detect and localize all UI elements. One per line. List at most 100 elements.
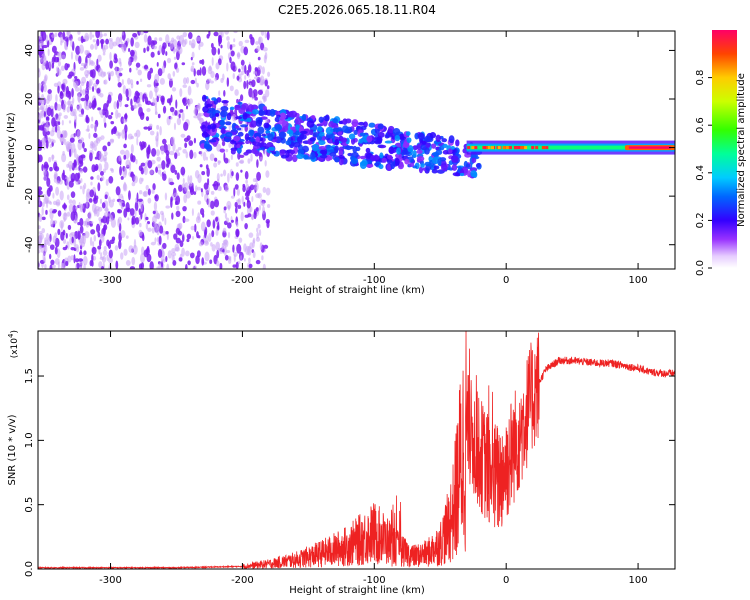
heatmap-cell (136, 192, 139, 203)
heatmap-cell (206, 78, 212, 82)
heatmap-cell (189, 252, 195, 259)
heatmap-cell (254, 150, 260, 157)
heatmap-cell (264, 79, 268, 87)
heatmap-cell (237, 204, 242, 209)
heatmap-cell (89, 59, 94, 65)
heatmap-cell (205, 81, 210, 91)
x-tick-label: -200 (231, 275, 254, 286)
heatmap-cell (89, 236, 93, 247)
heatmap-cell (138, 177, 143, 185)
heatmap-cell (241, 195, 244, 205)
heatmap-cell (117, 93, 123, 103)
heatmap-cell (206, 103, 213, 108)
heatmap-cell (215, 62, 220, 70)
heatmap-cell (109, 239, 115, 245)
heatmap-cell (306, 120, 315, 128)
heatmap-cell (252, 178, 257, 183)
heatmap-cell (117, 132, 121, 139)
heatmap-cell (159, 125, 162, 136)
heatmap-cell (92, 39, 96, 43)
heatmap-cell (166, 57, 172, 64)
heatmap-cell (359, 161, 367, 169)
heatmap-cell (59, 190, 64, 201)
heatmap-cell (374, 139, 382, 145)
heatmap-cell (236, 51, 241, 60)
heatmap-cell (54, 232, 58, 239)
heatmap-cell (74, 114, 78, 123)
heatmap-cell (211, 244, 216, 252)
heatmap-cell (378, 164, 384, 170)
heatmap-cell (69, 137, 75, 143)
heatmap-cell (172, 70, 176, 77)
heatmap-cell (76, 105, 80, 112)
heatmap-cell (158, 44, 163, 54)
heatmap-cell (182, 97, 187, 104)
heatmap-cell (265, 89, 270, 98)
heatmap-cell (107, 242, 112, 250)
heatmap-cell (105, 179, 109, 187)
heatmap-cell (189, 175, 193, 183)
heatmap-cell (136, 80, 139, 85)
heatmap-cell (265, 187, 271, 196)
heatmap-cell (243, 151, 249, 156)
x-tick-label: 0 (503, 275, 509, 286)
heatmap-cell (70, 191, 76, 199)
heatmap-cell (174, 109, 178, 116)
heatmap-cell (48, 156, 52, 163)
heatmap-cell (41, 31, 47, 41)
heatmap-cell (78, 165, 81, 170)
heatmap-cell (154, 194, 159, 202)
heatmap-cell (233, 187, 236, 197)
heatmap-cell (141, 246, 145, 255)
heatmap-cell (60, 133, 63, 138)
heatmap-cell (193, 137, 197, 144)
heatmap-cell (56, 129, 61, 139)
heatmap-cell (179, 240, 184, 248)
heatmap-cell (257, 192, 262, 199)
heatmap-cell (200, 188, 203, 193)
heatmap-cell (265, 170, 270, 178)
heatmap-cell (157, 113, 161, 119)
heatmap-cell (218, 37, 221, 47)
heatmap-cell (157, 223, 160, 231)
heatmap-cell (230, 219, 234, 223)
heatmap-cell (222, 239, 228, 244)
heatmap-cell (54, 246, 58, 255)
heatmap-cell (125, 202, 130, 212)
heatmap-cell (256, 231, 259, 239)
heatmap-cell (403, 141, 410, 148)
heatmap-cell (231, 171, 234, 177)
heatmap-cell (225, 250, 231, 254)
heatmap-cell (337, 130, 343, 136)
heatmap-cell (135, 62, 141, 68)
heatmap-cell (86, 188, 91, 198)
heatmap-cell (56, 68, 62, 76)
heatmap-cell (215, 112, 220, 117)
heatmap-cell (268, 146, 276, 151)
heatmap-cell (100, 39, 104, 50)
heatmap-cell (52, 200, 58, 206)
heatmap-cell (227, 204, 230, 210)
heatmap-cell (211, 46, 217, 56)
heatmap-cell (200, 207, 205, 215)
heatmap-cell (274, 123, 283, 131)
heatmap-cell (178, 222, 183, 230)
heatmap-cell (115, 109, 119, 120)
heatmap-cell (469, 167, 478, 172)
heatmap-cell (254, 76, 259, 80)
heatmap-cell (104, 161, 109, 171)
heatmap-cell (93, 132, 98, 138)
heatmap-cell (51, 45, 57, 53)
heatmap-cell (147, 227, 152, 232)
heatmap-cell (81, 241, 85, 248)
colorbar-tick-label: 0.0 (695, 260, 706, 276)
heatmap-cell (378, 144, 387, 149)
heatmap-cell (58, 112, 62, 117)
heatmap-cell (79, 225, 84, 234)
heatmap-cell (300, 130, 308, 135)
heatmap-cell (130, 171, 134, 177)
heatmap-cell (225, 131, 233, 138)
heatmap-cell (418, 166, 423, 174)
y-tick-label: 1.0 (24, 432, 35, 448)
heatmap-cell (197, 112, 202, 122)
